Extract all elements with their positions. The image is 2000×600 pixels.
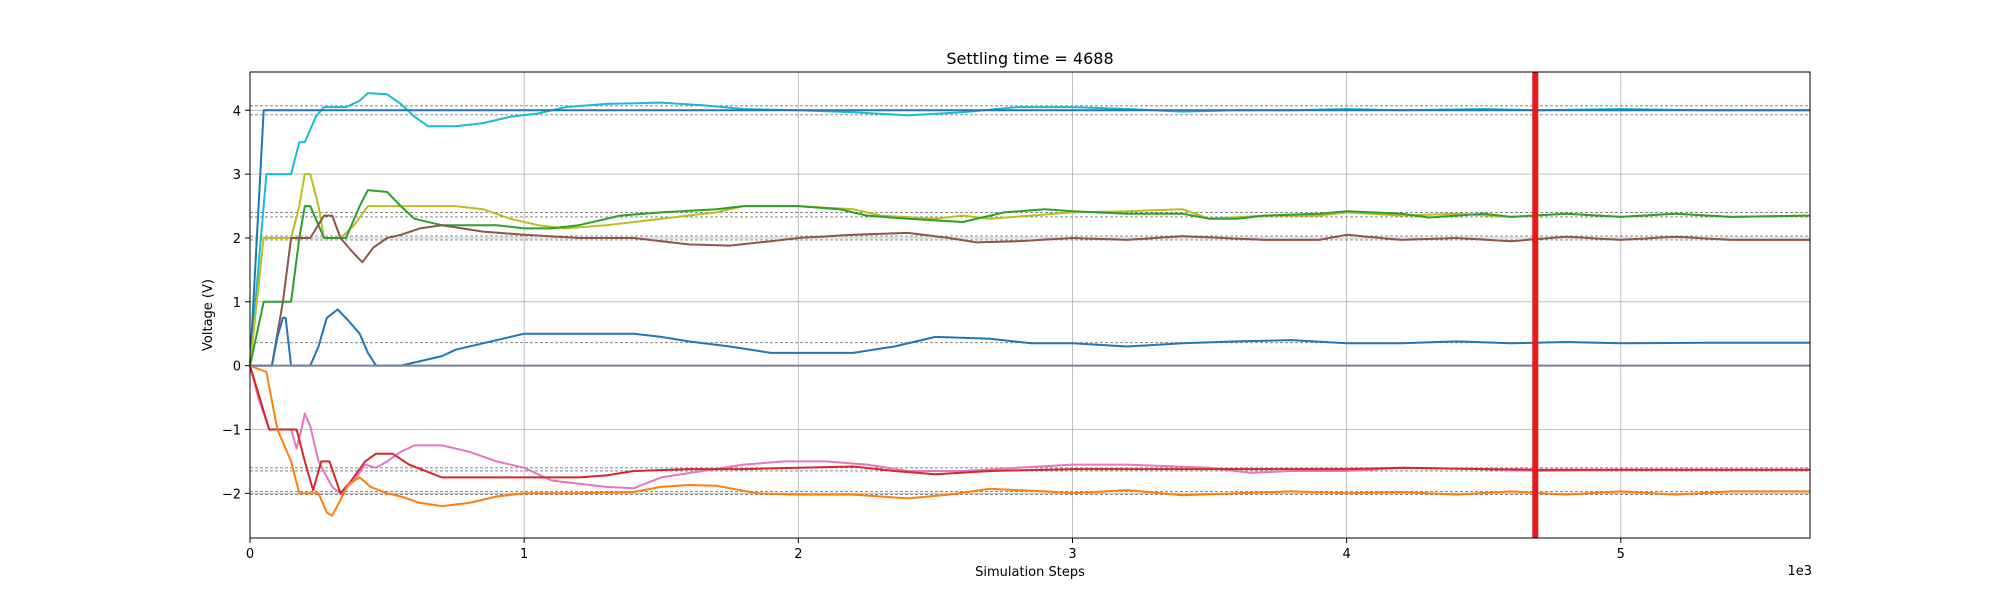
- series-line: [250, 308, 1810, 367]
- y-tick-label: 4: [233, 104, 241, 119]
- axis-ticks: 0 1 2 3 4 5 −2 −1 0 1 2 3 4: [222, 104, 1625, 562]
- y-tick-label: 2: [233, 232, 241, 247]
- x-tick-label: 4: [1343, 547, 1351, 562]
- x-tick-label: 0: [246, 547, 254, 562]
- series-line: [249, 92, 1810, 366]
- x-tick-label: 3: [1068, 547, 1076, 562]
- y-tick-label: −2: [222, 487, 241, 502]
- series-lines: [249, 92, 1811, 517]
- series-line: [249, 365, 1810, 495]
- y-tick-label: 3: [233, 168, 241, 183]
- series-line: [249, 109, 1810, 366]
- chart-title: Settling time = 4688: [946, 49, 1113, 68]
- series-line: [249, 364, 1810, 517]
- y-tick-label: 0: [233, 360, 241, 375]
- x-axis-offset-label: 1e3: [1787, 564, 1812, 579]
- x-tick-label: 5: [1617, 547, 1625, 562]
- y-tick-label: −1: [222, 423, 241, 438]
- x-tick-label: 2: [794, 547, 802, 562]
- x-axis-label: Simulation Steps: [975, 565, 1085, 580]
- y-axis-label: Voltage (V): [201, 279, 216, 351]
- series-line: [249, 365, 1810, 495]
- series-line: [249, 173, 1811, 366]
- x-tick-label: 1: [520, 547, 528, 562]
- series-line: [250, 214, 1810, 367]
- reference-lines: [250, 105, 1810, 496]
- series-line: [249, 189, 1811, 366]
- y-tick-label: 1: [233, 296, 241, 311]
- plot-area-frame: [249, 71, 1811, 539]
